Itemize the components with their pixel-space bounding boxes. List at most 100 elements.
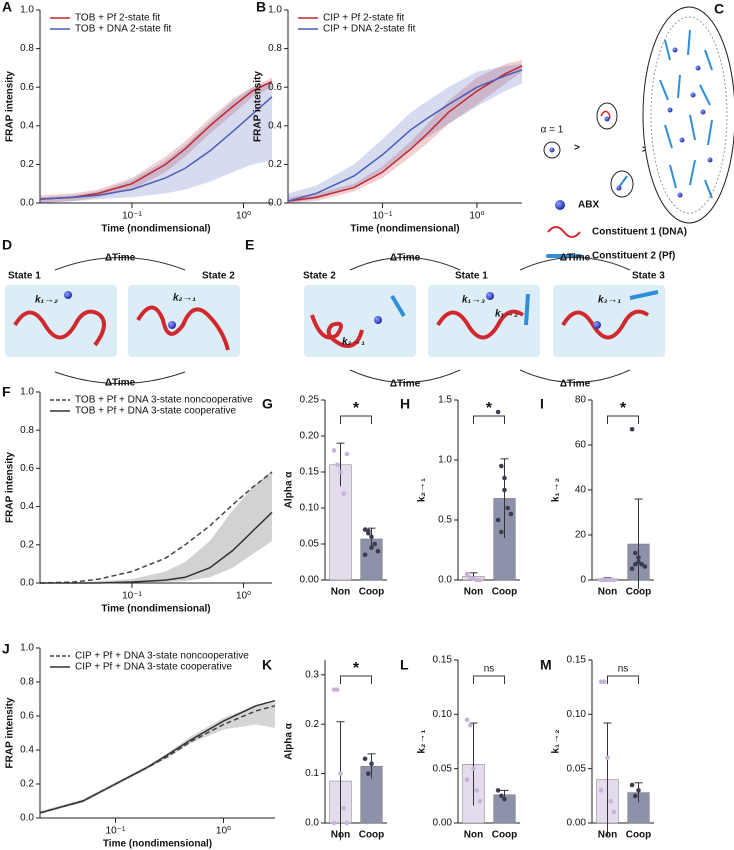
legend-label: TOB + Pf + DNA 3-state noncooperative xyxy=(75,395,253,406)
alpha-label: α = 1 xyxy=(541,125,564,136)
data-point xyxy=(369,761,374,767)
y-tick-label: 0.0 xyxy=(20,198,34,209)
panel-letter: K xyxy=(262,657,272,673)
data-point xyxy=(474,577,480,583)
y-tick-label: 0.8 xyxy=(20,43,34,54)
x-axis-label: Time (nondimensional) xyxy=(101,224,210,235)
data-point xyxy=(474,788,480,793)
data-point xyxy=(464,717,470,723)
y-tick-label: 0.10 xyxy=(567,709,587,720)
y-tick-label: 80 xyxy=(575,395,587,406)
rate-label: k₁→₃ xyxy=(462,295,485,306)
x-tick-label: 10⁰ xyxy=(469,211,484,222)
data-point xyxy=(495,517,501,523)
data-point xyxy=(502,475,507,481)
data-point xyxy=(642,564,648,569)
rate-label: k₁→₂ xyxy=(35,295,58,306)
dna-strand xyxy=(436,309,525,340)
series-line xyxy=(40,511,273,584)
bacterium xyxy=(596,102,618,130)
data-point xyxy=(468,722,473,728)
data-point xyxy=(629,566,635,572)
significance-label: ns xyxy=(618,664,629,675)
x-tick-label: 10⁻¹ xyxy=(106,826,126,837)
panel-letter: I xyxy=(540,396,544,412)
state-box xyxy=(5,285,117,357)
data-point xyxy=(341,805,347,811)
x-tick-label: Non xyxy=(598,587,617,598)
rate-label: k₂→₁ xyxy=(342,337,365,348)
abx-dot xyxy=(64,291,72,299)
legend-label: TOB + Pf 2-state fit xyxy=(75,13,160,24)
y-tick-label: 0.0 xyxy=(438,575,452,586)
data-point xyxy=(338,469,343,475)
y-tick-label: 0.8 xyxy=(20,425,34,436)
series-line xyxy=(39,471,273,584)
data-point xyxy=(499,529,504,535)
y-tick-label: 40 xyxy=(575,485,587,496)
x-tick-label: 10⁻¹ xyxy=(122,591,142,602)
y-tick-label: 0.4 xyxy=(20,501,34,512)
state-label: State 2 xyxy=(303,271,336,282)
abx-dot xyxy=(168,321,176,329)
y-tick-label: 1.0 xyxy=(438,455,452,466)
y-tick-label: 0 xyxy=(580,575,586,586)
data-point xyxy=(636,788,641,793)
y-tick-label: 0.4 xyxy=(268,120,282,131)
y-axis-label: k₁→₂ xyxy=(551,478,562,502)
y-tick-label: 0.15 xyxy=(300,467,320,478)
y-axis-label: k₂→₁ xyxy=(417,729,428,753)
series-line xyxy=(39,699,276,814)
data-point xyxy=(636,559,641,565)
x-tick-label: 10⁰ xyxy=(236,591,251,602)
data-point xyxy=(464,571,470,577)
y-tick-label: 0.1 xyxy=(305,768,319,779)
data-point xyxy=(366,771,371,776)
y-tick-label: 0.15 xyxy=(567,655,587,666)
y-tick-label: 0.15 xyxy=(433,655,453,666)
data-point xyxy=(602,679,607,685)
panel-letter: C xyxy=(714,1,724,17)
legend-label: ABX xyxy=(578,200,599,211)
x-tick-label: Non xyxy=(331,830,350,841)
y-tick-label: 0.6 xyxy=(268,82,282,93)
panel-e: E State 2 State 1 State 3 ΔTime ΔTime k₂… xyxy=(245,237,665,390)
x-tick-label: 10⁻¹ xyxy=(122,211,142,222)
data-point xyxy=(331,448,337,453)
y-tick-label: 0.6 xyxy=(20,463,34,474)
y-tick-label: 60 xyxy=(575,440,587,451)
arrow xyxy=(54,371,186,384)
series-line xyxy=(39,80,273,200)
time-label: ΔTime xyxy=(105,378,136,389)
y-tick-label: 1.0 xyxy=(20,5,34,16)
x-tick-label: Non xyxy=(331,587,350,598)
data-point xyxy=(602,577,607,583)
time-label: ΔTime xyxy=(560,253,591,264)
data-point xyxy=(598,679,604,685)
x-tick-label: Non xyxy=(464,830,483,841)
y-tick-label: 0.3 xyxy=(305,669,319,680)
series-line xyxy=(39,96,273,200)
y-axis-label: k₁→₂ xyxy=(551,729,562,753)
panel-letter: J xyxy=(2,641,10,657)
dna-strand xyxy=(310,314,364,348)
y-tick-label: 0.05 xyxy=(433,763,453,774)
data-point xyxy=(608,577,613,583)
state-label: State 3 xyxy=(632,271,665,282)
time-label: ΔTime xyxy=(105,253,136,264)
series-line xyxy=(287,69,523,202)
time-label: ΔTime xyxy=(390,379,421,390)
legend-label: CIP + Pf + DNA 3-state noncooperative xyxy=(75,651,249,662)
arrow xyxy=(519,369,631,383)
x-tick-label: 10⁻¹ xyxy=(373,211,393,222)
data-point xyxy=(495,788,501,793)
state-label: State 1 xyxy=(8,271,41,282)
y-axis-label: FRAP intensity xyxy=(5,71,16,142)
data-point xyxy=(605,577,610,583)
significance-label: ns xyxy=(484,664,495,675)
panel-letter: G xyxy=(262,396,273,412)
y-tick-label: 0.6 xyxy=(20,82,34,93)
time-label: ΔTime xyxy=(560,379,591,390)
y-tick-label: 0.00 xyxy=(300,575,320,586)
data-point xyxy=(499,463,504,469)
